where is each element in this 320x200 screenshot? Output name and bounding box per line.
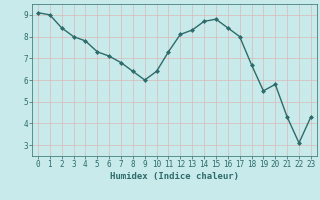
X-axis label: Humidex (Indice chaleur): Humidex (Indice chaleur) <box>110 172 239 181</box>
